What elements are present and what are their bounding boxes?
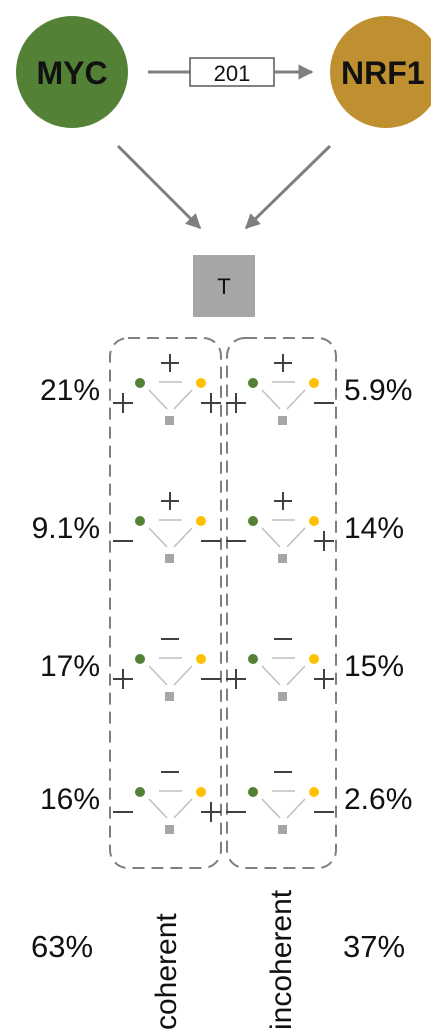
incoherent-percent: 5.9% (344, 374, 412, 407)
regulator-a-node[interactable]: MYC (16, 16, 128, 128)
motif-left-arrow (148, 798, 168, 819)
motif-target-square (165, 554, 174, 563)
motif-target-square (165, 825, 174, 834)
motif-yellow-dot (196, 654, 206, 664)
motif-grid: 21% 5.9% 9.1% 14% 17% 15% 16% 2.6% (32, 354, 412, 834)
motif-yellow-dot (309, 787, 319, 797)
motif-icon-incoherent-4[interactable] (226, 771, 334, 834)
motif-yellow-dot (196, 516, 206, 526)
top-sign-+ (161, 492, 179, 510)
motif-target-square (278, 692, 287, 701)
link-count-box (189, 57, 275, 87)
incoherent-percent: 2.6% (344, 783, 412, 816)
motif-yellow-dot (196, 378, 206, 388)
motif-target-square (165, 692, 174, 701)
right-sign-+ (201, 802, 221, 822)
arrow-a-to-target (116, 144, 202, 230)
motif-left-arrow (261, 527, 281, 548)
target-label: T (217, 274, 230, 299)
motif-right-arrow (286, 798, 306, 819)
target-node[interactable]: T (193, 255, 255, 317)
coherent-percent: 17% (40, 650, 100, 683)
arrow-b-to-target (244, 144, 332, 230)
regulator-a-circle (16, 16, 128, 128)
motif-left-arrow (148, 389, 168, 410)
motif-right-arrow (173, 665, 193, 686)
motif-yellow-dot (309, 516, 319, 526)
motif-yellow-dot (309, 654, 319, 664)
coherent-label: coherent (150, 913, 183, 1030)
motif-yellow-dot (309, 378, 319, 388)
incoherent-percent: 15% (344, 650, 404, 683)
incoherent-total: 37% (343, 929, 405, 964)
motif-right-arrow (286, 665, 306, 686)
left-sign-+ (226, 669, 246, 689)
motif-right-arrow (173, 527, 193, 548)
regulator-link: 201 (148, 57, 314, 87)
incoherent-label: incoherent (265, 889, 298, 1030)
motif-target-square (278, 554, 287, 563)
regulator-a-label: MYC (36, 55, 107, 91)
motif-green-dot (135, 654, 145, 664)
top-sign-+ (274, 492, 292, 510)
motif-target-square (278, 416, 287, 425)
motif-icon-coherent-1[interactable] (113, 354, 221, 425)
regulator-b-node[interactable]: NRF1 (330, 16, 431, 128)
right-sign-+ (314, 669, 334, 689)
motif-target-square (278, 825, 287, 834)
motif-left-arrow (261, 798, 281, 819)
regulator-b-label: NRF1 (341, 55, 425, 91)
motif-right-arrow (173, 389, 193, 410)
coherent-percent: 9.1% (32, 512, 100, 545)
top-sign-+ (161, 354, 179, 372)
motif-icon-incoherent-3[interactable] (226, 638, 334, 701)
right-sign-+ (314, 531, 334, 551)
motif-green-dot (248, 654, 258, 664)
coherent-percent: 16% (40, 783, 100, 816)
target-box (193, 255, 255, 317)
motif-left-arrow (148, 665, 168, 686)
coherent-total: 63% (31, 929, 93, 964)
right-sign-+ (201, 393, 221, 413)
coherent-percent: 21% (40, 374, 100, 407)
motif-row-4: 16% 2.6% (40, 771, 412, 834)
motif-green-dot (135, 787, 145, 797)
motif-icon-coherent-2[interactable] (113, 492, 221, 563)
left-sign-+ (226, 393, 246, 413)
motif-right-arrow (286, 389, 306, 410)
motif-green-dot (248, 378, 258, 388)
incoherent-group-box (226, 337, 337, 869)
motif-green-dot (135, 516, 145, 526)
motif-icon-coherent-4[interactable] (113, 771, 221, 834)
motif-icon-incoherent-1[interactable] (226, 354, 334, 425)
motif-icon-incoherent-2[interactable] (226, 492, 334, 563)
motif-green-dot (135, 378, 145, 388)
regulator-b-circle (330, 16, 431, 128)
motif-row-1: 21% 5.9% (40, 354, 412, 425)
motif-row-2: 9.1% 14% (32, 492, 404, 563)
motif-yellow-dot (196, 787, 206, 797)
motif-row-3: 17% 15% (40, 638, 404, 701)
top-sign-+ (274, 354, 292, 372)
motif-icon-coherent-3[interactable] (113, 638, 221, 701)
link-count-label: 201 (214, 61, 251, 86)
left-sign-+ (113, 393, 133, 413)
motif-left-arrow (261, 665, 281, 686)
motif-target-square (165, 416, 174, 425)
motif-left-arrow (261, 389, 281, 410)
motif-right-arrow (173, 798, 193, 819)
left-sign-+ (113, 669, 133, 689)
incoherent-percent: 14% (344, 512, 404, 545)
motif-green-dot (248, 516, 258, 526)
motif-right-arrow (286, 527, 306, 548)
motif-left-arrow (148, 527, 168, 548)
motif-green-dot (248, 787, 258, 797)
coherent-group-box (109, 337, 222, 869)
